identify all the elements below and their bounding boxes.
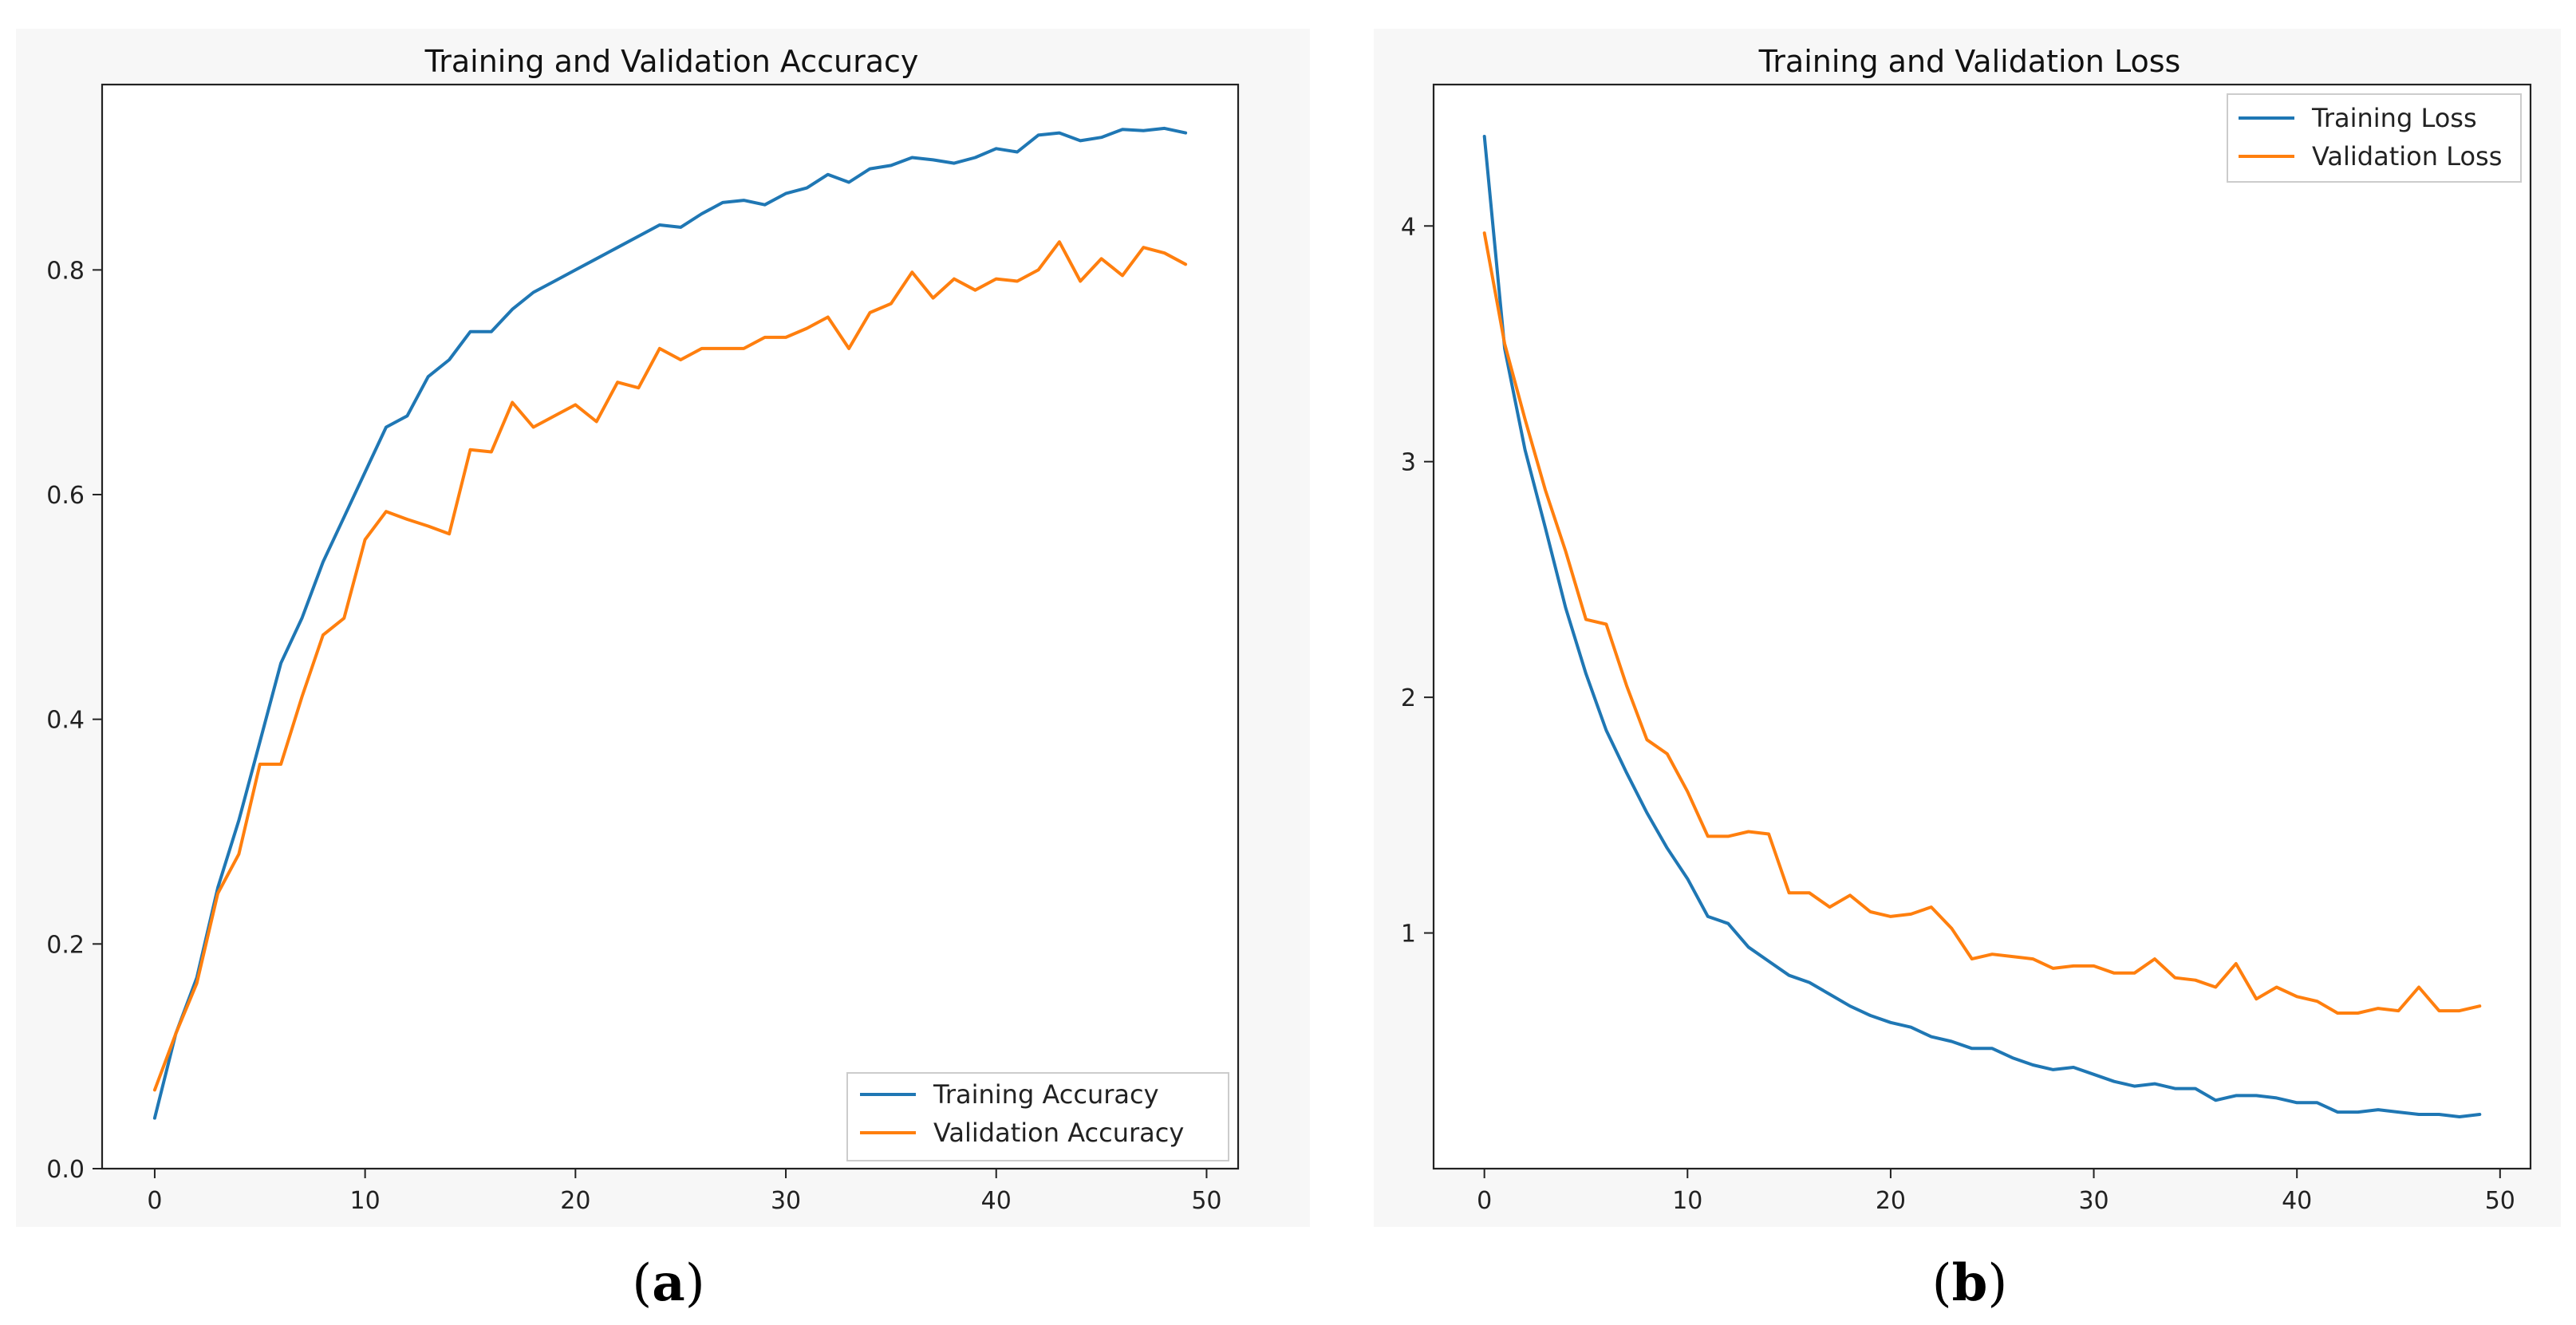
accuracy-y-tick-label: 0.6 xyxy=(46,482,85,510)
caption-a-letter: a xyxy=(652,1253,684,1313)
legend-label-validation-loss: Validation Loss xyxy=(2312,141,2502,172)
training-accuracy-line xyxy=(152,126,1188,1120)
accuracy-y-tick-label: 0.4 xyxy=(46,707,85,735)
caption-a-open: ( xyxy=(632,1254,652,1313)
accuracy-chart-title: Training and Validation Accuracy xyxy=(424,44,919,79)
accuracy-x-tick-label: 30 xyxy=(771,1187,801,1215)
legend-label-validation-accuracy: Validation Accuracy xyxy=(933,1118,1184,1148)
caption-b-open: ( xyxy=(1932,1254,1952,1313)
loss-x-tick-label: 50 xyxy=(2485,1187,2515,1215)
caption-b-letter: b xyxy=(1952,1253,1988,1313)
validation-loss-line xyxy=(1482,231,2482,1015)
loss-x-tick-label: 20 xyxy=(1876,1187,1906,1215)
accuracy-legend: Training Accuracy Validation Accuracy xyxy=(846,1072,1229,1161)
accuracy-plot-area xyxy=(101,83,1240,1170)
loss-chart-title: Training and Validation Loss xyxy=(1758,44,2181,79)
accuracy-x-tick-label: 0 xyxy=(147,1187,162,1215)
legend-label-training-loss: Training Loss xyxy=(2311,103,2477,133)
accuracy-legend-box xyxy=(846,1072,1229,1161)
accuracy-series-lines xyxy=(152,126,1188,1120)
caption-b: (b) xyxy=(1932,1253,2008,1313)
caption-b-close: ) xyxy=(1987,1254,2007,1313)
accuracy-y-tick-label: 0.8 xyxy=(46,257,85,285)
loss-x-tick-label: 0 xyxy=(1477,1187,1492,1215)
loss-x-tick-label: 30 xyxy=(2078,1187,2109,1215)
loss-plot-area xyxy=(1432,83,2532,1170)
loss-y-tick-label: 4 xyxy=(1401,213,1416,241)
training-loss-line xyxy=(1482,135,2482,1118)
loss-y-tick-label: 2 xyxy=(1401,684,1416,712)
accuracy-y-tick-label: 0.2 xyxy=(46,931,85,959)
loss-y-tick-label: 3 xyxy=(1401,449,1416,477)
accuracy-axes: 0 10 20 30 40 50 0.0 0.2 0.4 0.6 0.8 xyxy=(46,257,1221,1215)
loss-legend: Training Loss Validation Loss xyxy=(2227,93,2522,183)
caption-a-close: ) xyxy=(685,1254,705,1313)
loss-x-tick-label: 10 xyxy=(1672,1187,1702,1215)
loss-x-tick-label: 40 xyxy=(2282,1187,2312,1215)
loss-series-lines xyxy=(1482,135,2482,1118)
legend-label-training-accuracy: Training Accuracy xyxy=(933,1079,1159,1110)
loss-y-tick-label: 1 xyxy=(1401,921,1416,948)
caption-a: (a) xyxy=(632,1253,704,1313)
loss-legend-box xyxy=(2227,93,2522,183)
accuracy-x-tick-label: 50 xyxy=(1191,1187,1221,1215)
accuracy-x-tick-label: 40 xyxy=(981,1187,1012,1215)
accuracy-x-tick-label: 10 xyxy=(350,1187,381,1215)
validation-accuracy-line xyxy=(152,240,1188,1092)
loss-axes: 0 10 20 30 40 50 1 2 3 4 xyxy=(1401,213,2515,1215)
accuracy-y-tick-label: 0.0 xyxy=(46,1156,85,1184)
accuracy-chart: Training and Validation Accuracy 0 10 20 30… xyxy=(16,29,1310,1313)
loss-chart: Training and Validation Loss 0 10 20 30 40 50… xyxy=(1374,29,2561,1313)
accuracy-x-tick-label: 20 xyxy=(560,1187,590,1215)
